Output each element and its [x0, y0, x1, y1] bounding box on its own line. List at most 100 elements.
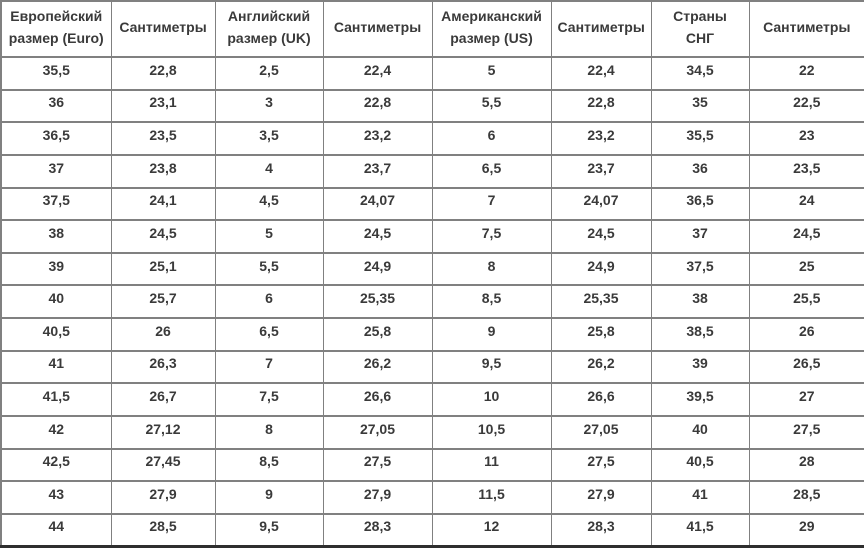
- table-cell: 6: [214, 284, 324, 319]
- table-cell: 24,5: [748, 219, 864, 254]
- table-row: 39 25,1 5,5 24,9 8 24,9 37,5 25: [0, 251, 864, 287]
- table-row: 41 26,3 7 26,2 9,5 26,2 39 26,5: [0, 349, 864, 385]
- column-header-5: Американский размер (US): [431, 0, 552, 58]
- table-cell: 39,5: [650, 382, 750, 417]
- table-cell: 22,8: [550, 88, 652, 124]
- table-cell: 23,8: [110, 153, 216, 189]
- table-row: 37,5 24,1 4,5 24,07 7 24,07 36,5 24: [0, 186, 864, 222]
- table-cell: 27,05: [322, 414, 433, 450]
- column-header-3: Английский размер (UK): [214, 0, 324, 58]
- table-cell: 25,7: [110, 284, 216, 319]
- table-cell: 37,5: [650, 251, 750, 287]
- table-cell: 38: [0, 219, 112, 254]
- table-cell: 28,5: [748, 480, 864, 515]
- table-cell: 9,5: [431, 349, 552, 385]
- table-cell: 24,5: [322, 219, 433, 254]
- table-cell: 24,07: [550, 186, 652, 222]
- table-cell: 27,45: [110, 447, 216, 483]
- table-cell: 41,5: [0, 382, 112, 417]
- column-header-8: Сантиметры: [748, 0, 864, 58]
- table-cell: 23,5: [110, 121, 216, 156]
- table-cell: 37: [650, 219, 750, 254]
- table-cell: 9,5: [214, 512, 324, 548]
- table-cell: 26,6: [550, 382, 652, 417]
- table-cell: 24,9: [550, 251, 652, 287]
- table-cell: 5,5: [214, 251, 324, 287]
- table-cell: 38,5: [650, 317, 750, 352]
- table-cell: 22,4: [550, 56, 652, 91]
- table-row: 40 25,7 6 25,35 8,5 25,35 38 25,5: [0, 284, 864, 319]
- table-row: 44 28,5 9,5 28,3 12 28,3 41,5 29: [0, 512, 864, 548]
- table-row: 42,5 27,45 8,5 27,5 11 27,5 40,5 28: [0, 447, 864, 483]
- table-cell: 28,3: [550, 512, 652, 548]
- table-cell: 24: [748, 186, 864, 222]
- table-cell: 26,3: [110, 349, 216, 385]
- table-cell: 26,2: [322, 349, 433, 385]
- table-cell: 25,8: [322, 317, 433, 352]
- table-cell: 36: [0, 88, 112, 124]
- table-cell: 27,12: [110, 414, 216, 450]
- table-cell: 26,2: [550, 349, 652, 385]
- table-cell: 9: [214, 480, 324, 515]
- table-cell: 41: [0, 349, 112, 385]
- table-row: 41,5 26,7 7,5 26,6 10 26,6 39,5 27: [0, 382, 864, 417]
- table-cell: 40: [0, 284, 112, 319]
- table-cell: 11: [431, 447, 552, 483]
- table-cell: 40,5: [650, 447, 750, 483]
- table-cell: 25: [748, 251, 864, 287]
- table-row: 37 23,8 4 23,7 6,5 23,7 36 23,5: [0, 153, 864, 189]
- table-cell: 3: [214, 88, 324, 124]
- table-cell: 27,5: [550, 447, 652, 483]
- table-cell: 35: [650, 88, 750, 124]
- table-row: 40,5 26 6,5 25,8 9 25,8 38,5 26: [0, 317, 864, 352]
- table-cell: 27,5: [322, 447, 433, 483]
- table-cell: 23,7: [322, 153, 433, 189]
- table-cell: 5: [431, 56, 552, 91]
- table-body: 35,5 22,8 2,5 22,4 5 22,4 34,5 22 36 23,1 3 22,8 5,5…: [0, 56, 864, 548]
- table-cell: 41: [650, 480, 750, 515]
- table-cell: 25,5: [748, 284, 864, 319]
- table-cell: 23,2: [322, 121, 433, 156]
- table-cell: 26,6: [322, 382, 433, 417]
- table-cell: 36,5: [650, 186, 750, 222]
- table-cell: 5: [214, 219, 324, 254]
- table-cell: 41,5: [650, 512, 750, 548]
- table-cell: 2,5: [214, 56, 324, 91]
- table-cell: 34,5: [650, 56, 750, 91]
- table-cell: 9: [431, 317, 552, 352]
- table-cell: 10,5: [431, 414, 552, 450]
- table-cell: 22,4: [322, 56, 433, 91]
- table-cell: 35,5: [650, 121, 750, 156]
- column-header-1: Европейский размер (Euro): [0, 0, 112, 58]
- table-cell: 8,5: [214, 447, 324, 483]
- table-cell: 28,5: [110, 512, 216, 548]
- table-cell: 27: [748, 382, 864, 417]
- table-cell: 25,35: [550, 284, 652, 319]
- table-cell: 29: [748, 512, 864, 548]
- table-cell: 43: [0, 480, 112, 515]
- table-cell: 26: [748, 317, 864, 352]
- table-cell: 10: [431, 382, 552, 417]
- table-cell: 22: [748, 56, 864, 91]
- table-cell: 36,5: [0, 121, 112, 156]
- table-cell: 23,5: [748, 153, 864, 189]
- table-cell: 42,5: [0, 447, 112, 483]
- table-cell: 28: [748, 447, 864, 483]
- table-cell: 27,5: [748, 414, 864, 450]
- table-cell: 39: [0, 251, 112, 287]
- table-cell: 37: [0, 153, 112, 189]
- table-row: 36,5 23,5 3,5 23,2 6 23,2 35,5 23: [0, 121, 864, 156]
- table-cell: 37,5: [0, 186, 112, 222]
- table-cell: 6,5: [431, 153, 552, 189]
- table-cell: 42: [0, 414, 112, 450]
- table-cell: 4: [214, 153, 324, 189]
- table-cell: 22,5: [748, 88, 864, 124]
- table-cell: 24,07: [322, 186, 433, 222]
- table-cell: 36: [650, 153, 750, 189]
- table-cell: 8: [214, 414, 324, 450]
- column-header-7: Страны СНГ: [650, 0, 750, 58]
- table-cell: 23,7: [550, 153, 652, 189]
- table-cell: 7,5: [214, 382, 324, 417]
- table-cell: 23,2: [550, 121, 652, 156]
